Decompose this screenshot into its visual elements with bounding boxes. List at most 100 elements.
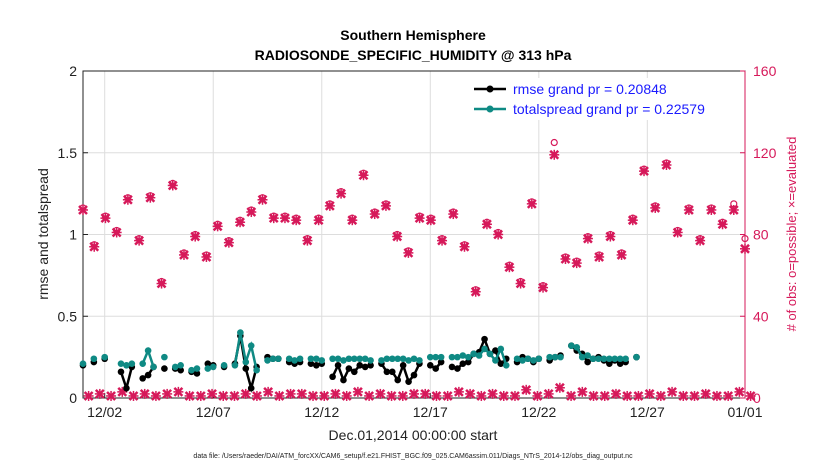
footnote: data file: /Users/raeder/DAI/ATM_forcXX/… [193, 453, 633, 460]
obs-baseline-point [689, 390, 700, 401]
obs-baseline-point [229, 390, 240, 401]
obs-evaluated-point [313, 215, 324, 226]
totalspread-point [177, 362, 184, 369]
obs-baseline-point [577, 386, 588, 397]
rmse-point [426, 362, 434, 369]
obs-evaluated-point [167, 180, 178, 191]
y-tick-label: 2 [69, 63, 77, 79]
y-tick-label: 1 [69, 227, 77, 243]
obs-evaluated-point [594, 251, 605, 262]
totalspread-point [209, 363, 217, 371]
rmse-point [497, 360, 505, 367]
legend-rmse-marker [486, 85, 494, 93]
rmse-point [410, 371, 418, 379]
totalspread-point [242, 358, 250, 366]
rmse-point [123, 384, 130, 392]
totalspread-point [79, 360, 87, 367]
obs-baseline-point [308, 390, 319, 401]
totalspread-point [318, 357, 326, 364]
obs-evaluated-point [279, 213, 290, 224]
rmse-point [394, 376, 402, 384]
rmse-point [144, 371, 152, 379]
totalspread-point [470, 350, 477, 358]
y-right-tick-label: 80 [753, 227, 769, 243]
rmse-point [606, 360, 613, 367]
obs-baseline-point [251, 390, 262, 401]
totalspread-point [448, 353, 456, 361]
obs-evaluated-point [661, 160, 672, 171]
y-tick-label: 0 [69, 390, 77, 406]
totalspread-point [606, 355, 613, 363]
obs-baseline-point [487, 388, 498, 399]
x-axis-label: Dec.01,2014 00:00:00 start [329, 427, 498, 443]
obs-evaluated-point [78, 204, 88, 215]
obs-baseline-point [610, 388, 621, 399]
totalspread-point [502, 362, 510, 369]
obs-baseline-point [386, 390, 397, 401]
obs-evaluated-point [100, 213, 111, 224]
obs-evaluated-point [358, 170, 369, 181]
totalspread-point [595, 355, 602, 363]
totalspread-point [622, 355, 629, 363]
totalspread-point [584, 352, 591, 359]
obs-baseline-point [588, 390, 599, 401]
totalspread-point [535, 355, 543, 363]
obs-baseline-point [554, 382, 565, 393]
totalspread-point [399, 355, 407, 363]
obs-baseline-point [296, 388, 307, 399]
totalspread-point [426, 353, 434, 361]
obs-baseline-point [83, 390, 94, 401]
rmse-point [405, 378, 412, 385]
rmse-point [361, 363, 369, 371]
chart-subtitle: RADIOSONDE_SPECIFIC_HUMIDITY @ 313 hPa [255, 47, 572, 63]
x-tick-label: 12/02 [87, 404, 122, 420]
obs-evaluated-point [156, 278, 167, 289]
obs-baseline-point [465, 388, 476, 399]
totalspread-point [492, 357, 499, 364]
totalspread-point [367, 357, 374, 364]
obs-baseline-point [352, 386, 363, 397]
obs-baseline-point [319, 390, 330, 401]
obs-evaluated-point [650, 202, 661, 213]
totalspread-point [313, 355, 320, 363]
totalspread-point [90, 355, 98, 363]
totalspread-point [410, 355, 418, 363]
totalspread-point [296, 355, 304, 363]
obs-evaluated-point [728, 204, 739, 215]
rmse-point [367, 362, 374, 369]
obs-evaluated-point [201, 251, 212, 262]
totalspread-point [437, 353, 445, 361]
obs-count-series [78, 138, 756, 401]
obs-baseline-point [397, 390, 408, 401]
obs-baseline-point [521, 384, 532, 395]
totalspread-point [340, 357, 347, 364]
obs-baseline-point [599, 390, 610, 401]
rmse-point [448, 363, 456, 371]
obs-baseline-point [633, 390, 644, 401]
totalspread-point [568, 342, 575, 349]
obs-baseline-point [162, 388, 173, 399]
axes: 12/02 12/07 12/12 12/17 12/22 12/27 01/0100.51… [58, 63, 777, 420]
rmse-point [383, 368, 391, 376]
totalspread-point [589, 355, 597, 363]
obs-baseline-point [644, 388, 655, 399]
obs-evaluated-point [246, 207, 257, 218]
obs-baseline-point [509, 390, 520, 401]
totalspread-point [519, 357, 526, 364]
obs-evaluated-point [145, 192, 156, 203]
rmse-point [454, 365, 461, 372]
x-tick-label: 12/07 [196, 404, 231, 420]
obs-baseline-point [375, 388, 386, 399]
obs-baseline-point [207, 388, 218, 399]
totalspread-point [356, 355, 364, 363]
rmse-point [193, 370, 201, 377]
totalspread-point [388, 355, 396, 363]
obs-evaluated-point [616, 249, 627, 260]
totalspread-point [193, 365, 201, 372]
totalspread-point [524, 355, 532, 363]
obs-evaluated-point [403, 247, 414, 258]
obs-evaluated-point [695, 235, 706, 246]
rmse-point [481, 335, 488, 343]
totalspread-point [253, 366, 260, 374]
legend-spread-marker [486, 105, 494, 113]
